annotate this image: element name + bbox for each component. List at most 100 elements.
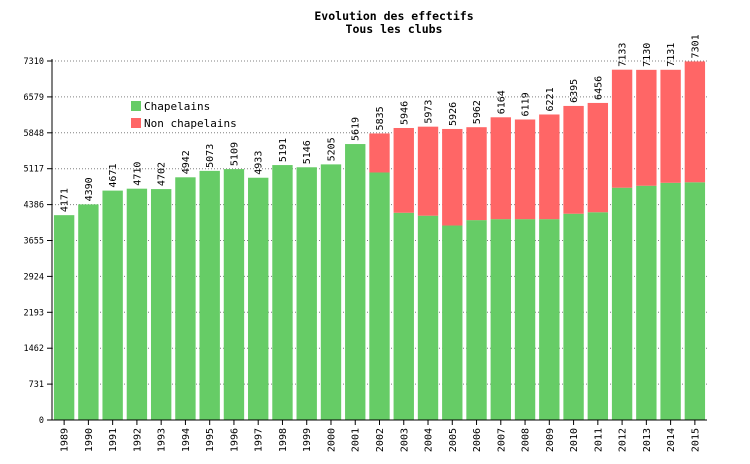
bar-non-chapelains-2006 xyxy=(466,127,487,221)
bar-chapelains-2004 xyxy=(417,215,439,420)
y-tick-label: 7310 xyxy=(24,57,44,67)
data-label: 4390 xyxy=(84,177,95,201)
y-tick-label: 2924 xyxy=(24,272,44,282)
bar-chapelains-2008 xyxy=(514,219,536,420)
data-label: 6456 xyxy=(593,76,604,100)
x-tick-label: 2009 xyxy=(545,428,556,452)
data-label: 6164 xyxy=(496,90,507,114)
x-tick-label: 2010 xyxy=(569,428,580,452)
bar-chapelains-2000 xyxy=(320,164,342,420)
x-tick-label: 2012 xyxy=(618,428,629,452)
data-label: 6119 xyxy=(521,92,532,116)
bar-chapelains-1999 xyxy=(296,167,317,420)
x-tick-label: 1997 xyxy=(254,428,265,452)
data-label: 6221 xyxy=(545,87,556,111)
data-labels: 4171 4390 4671 4710 4702 4942 5073 5109 4933 5191… xyxy=(60,34,702,212)
bar-non-chapelains-2011 xyxy=(587,102,609,213)
x-tick-label: 2006 xyxy=(472,428,483,452)
data-label: 4171 xyxy=(60,188,71,212)
bar-chapelains-2014 xyxy=(660,182,681,420)
bar-non-chapelains-2015 xyxy=(684,61,706,183)
bar-chapelains-1992 xyxy=(126,188,148,420)
bar-chapelains-2003 xyxy=(393,212,414,420)
y-tick-label: 5848 xyxy=(24,129,44,139)
y-tick-label: 2193 xyxy=(24,308,44,318)
y-tick-label: 0 xyxy=(39,416,44,426)
chart-title: Evolution des effectifs xyxy=(314,9,473,23)
bar-chapelains-2005 xyxy=(442,225,463,420)
bar-non-chapelains-2003 xyxy=(393,127,414,213)
legend-swatch-chapelains xyxy=(131,101,141,111)
y-tick-label: 3655 xyxy=(24,237,44,247)
bar-chapelains-2012 xyxy=(611,187,633,420)
bar-non-chapelains-2004 xyxy=(417,126,439,216)
data-label: 5191 xyxy=(278,138,289,162)
y-tick-labels: 0 731 1462 2193 2924 3655 4386 5117 5848 6579 7310 xyxy=(24,57,44,426)
data-label: 5946 xyxy=(399,101,410,125)
bar-non-chapelains-2008 xyxy=(514,119,536,220)
y-tick-label: 4386 xyxy=(24,201,44,211)
data-label: 5619 xyxy=(351,117,362,141)
legend-swatch-non-chapelains xyxy=(131,118,141,128)
y-tick-label: 1462 xyxy=(24,344,44,354)
x-tick-label: 1998 xyxy=(278,428,289,452)
x-tick-label: 2004 xyxy=(424,428,435,452)
bar-chapelains-1998 xyxy=(272,165,293,420)
data-label: 4710 xyxy=(132,162,143,186)
legend-label: Non chapelains xyxy=(144,117,237,130)
data-label: 5926 xyxy=(448,102,459,126)
bar-non-chapelains-2010 xyxy=(563,105,584,214)
x-tick-label: 1995 xyxy=(205,428,216,452)
data-label: 7130 xyxy=(642,43,653,67)
x-tick-label: 1996 xyxy=(229,428,240,452)
x-tick-label: 1994 xyxy=(181,428,192,452)
chart-subtitle: Tous les clubs xyxy=(346,22,443,36)
x-tick-label: 2013 xyxy=(642,428,653,452)
bar-non-chapelains-2012 xyxy=(611,69,633,188)
y-tick-label: 5117 xyxy=(24,165,44,175)
bar-chapelains-1990 xyxy=(78,204,99,420)
axes xyxy=(47,59,707,425)
y-tick-label: 731 xyxy=(29,380,44,390)
data-label: 4702 xyxy=(157,162,168,186)
bar-non-chapelains-2013 xyxy=(636,69,657,186)
bar-chapelains-1994 xyxy=(175,177,196,420)
bar-non-chapelains-2007 xyxy=(490,117,511,220)
x-tick-label: 1990 xyxy=(84,428,95,452)
bar-chapelains-2001 xyxy=(345,144,366,420)
data-label: 5205 xyxy=(326,137,337,161)
x-tick-labels: 1989 1990 1991 1992 1993 1994 1995 1996 1997 1998… xyxy=(60,428,702,452)
x-tick-label: 2015 xyxy=(690,428,701,452)
bar-chapelains-1997 xyxy=(248,177,269,420)
y-tick-label: 6579 xyxy=(24,93,44,103)
bar-non-chapelains-2014 xyxy=(660,69,681,183)
x-tick-label: 2002 xyxy=(375,428,386,452)
data-label: 7133 xyxy=(618,43,629,67)
bar-chapelains-2009 xyxy=(539,219,560,420)
bar-chapelains-2015 xyxy=(684,182,706,420)
data-label: 7131 xyxy=(666,43,677,67)
bar-chapelains-1995 xyxy=(199,170,220,420)
x-tick-label: 2000 xyxy=(326,428,337,452)
data-label: 6395 xyxy=(569,79,580,103)
data-label: 5109 xyxy=(229,142,240,166)
bar-non-chapelains-2005 xyxy=(442,128,463,226)
data-label: 4942 xyxy=(181,150,192,174)
legend-label: Chapelains xyxy=(144,100,210,113)
x-tick-label: 2014 xyxy=(666,428,677,452)
bar-chapelains-1993 xyxy=(150,189,172,420)
bar-chapelains-2011 xyxy=(587,212,609,420)
legend: Chapelains Non chapelains xyxy=(131,100,237,130)
data-label: 5962 xyxy=(472,100,483,124)
x-tick-label: 2003 xyxy=(399,428,410,452)
x-tick-label: 2011 xyxy=(593,428,604,452)
x-tick-label: 1989 xyxy=(60,428,71,452)
data-label: 5146 xyxy=(302,140,313,164)
bar-non-chapelains-2009 xyxy=(539,114,560,220)
data-label: 4933 xyxy=(254,151,265,175)
bar-chapelains-1989 xyxy=(53,215,75,420)
bar-non-chapelains-2002 xyxy=(369,133,390,173)
bar-chapelains-2002 xyxy=(369,172,390,420)
